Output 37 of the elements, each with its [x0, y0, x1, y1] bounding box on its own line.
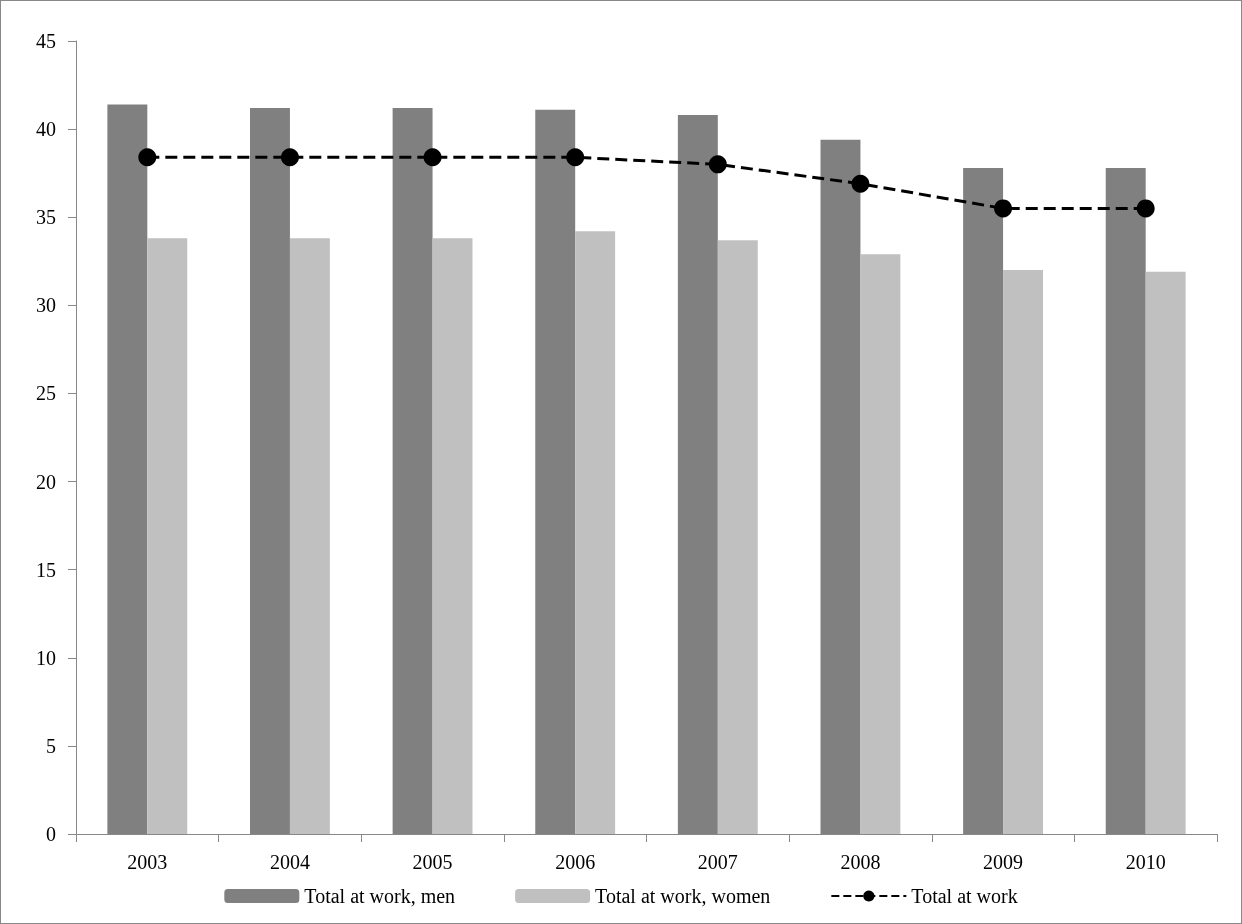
- legend-label: Total at work, women: [595, 885, 771, 907]
- legend-label: Total at work, men: [304, 885, 456, 907]
- point: [138, 148, 157, 167]
- y-tick-label: 45: [36, 30, 56, 52]
- x-tick-label: 2007: [697, 851, 738, 873]
- y-tick-label: 10: [36, 646, 56, 669]
- point: [280, 148, 299, 167]
- point: [566, 148, 585, 167]
- x-tick-label: 2009: [983, 851, 1024, 873]
- y-tick-label: 25: [36, 382, 56, 405]
- x-tick-label: 2004: [269, 851, 310, 873]
- bar: [1145, 271, 1186, 834]
- y-tick-label: 20: [36, 470, 56, 493]
- point: [708, 155, 727, 174]
- bar: [575, 231, 616, 834]
- legend-label: Total at work: [911, 885, 1018, 907]
- x-tick-label: 2003: [127, 851, 168, 873]
- y-tick-label: 0: [46, 823, 56, 845]
- point: [994, 199, 1013, 218]
- bar: [432, 238, 473, 834]
- point: [423, 148, 442, 167]
- y-tick-label: 5: [46, 734, 56, 757]
- x-tick-label: 2006: [555, 851, 596, 873]
- bar: [860, 254, 901, 834]
- bar: [147, 238, 188, 834]
- x-tick-label: 2005: [412, 851, 453, 873]
- x-tick-label: 2010: [1125, 851, 1166, 873]
- y-tick-label: 30: [36, 294, 56, 317]
- point: [1136, 199, 1155, 218]
- y-tick-label: 35: [36, 206, 56, 229]
- x-tick-label: 2008: [840, 851, 881, 873]
- y-tick-label: 15: [36, 558, 56, 581]
- y-tick-label: 40: [36, 118, 56, 141]
- bar: [289, 238, 330, 834]
- bar: [717, 240, 758, 834]
- bar: [1003, 270, 1043, 834]
- point: [851, 174, 870, 193]
